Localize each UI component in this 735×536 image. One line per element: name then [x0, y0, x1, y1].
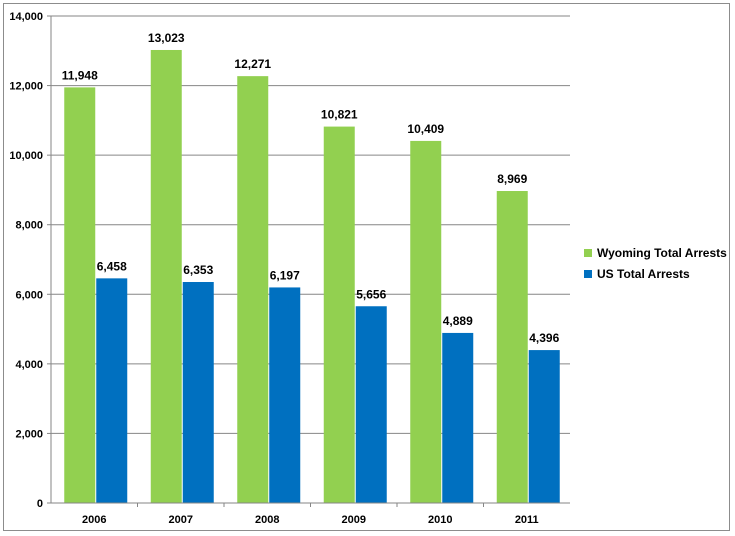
- y-tick-label: 8,000: [15, 220, 43, 232]
- data-label: 13,023: [148, 31, 185, 45]
- legend-label: US Total Arrests: [597, 267, 690, 281]
- bar-wyoming-2006: [64, 87, 96, 504]
- legend-swatch: [584, 270, 592, 278]
- data-label: 8,969: [497, 172, 527, 186]
- bar-us-2009: [355, 306, 387, 503]
- bar-wyoming-2010: [410, 140, 442, 503]
- x-tick-label: 2009: [342, 514, 366, 526]
- data-labels: 11,948 6,458 13,023 6,353 12,271 6,197 10,821 5…: [62, 31, 560, 345]
- y-tick-label: 0: [37, 498, 43, 510]
- axes: [50, 16, 570, 504]
- x-tick-label: 2010: [428, 514, 452, 526]
- y-tick-label: 10,000: [9, 150, 43, 162]
- bar-wyoming-2009: [323, 126, 355, 503]
- data-label: 6,353: [183, 263, 213, 277]
- bar-us-2006: [96, 278, 128, 503]
- data-label: 11,948: [62, 68, 98, 82]
- bar-us-2008: [269, 287, 301, 503]
- data-label: 6,458: [97, 259, 127, 273]
- data-label: 10,409: [407, 122, 444, 136]
- x-tick-label: 2008: [255, 514, 279, 526]
- bar-us-2007: [182, 282, 214, 503]
- x-tick-label: 2007: [169, 514, 193, 526]
- y-tick-label: 2,000: [15, 428, 43, 440]
- data-label: 4,889: [443, 314, 473, 328]
- data-label: 5,656: [356, 287, 386, 301]
- data-label: 10,821: [321, 108, 358, 122]
- x-tick-label: 2006: [82, 514, 106, 526]
- bar-us-2010: [442, 332, 474, 503]
- bar-wyoming-2008: [237, 76, 269, 503]
- y-tick-label: 4,000: [15, 359, 43, 371]
- x-tick-label: 2011: [515, 514, 539, 526]
- bar-wyoming-2011: [496, 191, 528, 503]
- data-label: 4,396: [529, 331, 559, 345]
- y-tick-label: 14,000: [9, 11, 43, 23]
- bars: [64, 49, 560, 504]
- bar-us-2011: [528, 350, 560, 503]
- bar-wyoming-2007: [150, 49, 182, 503]
- legend-label: Wyoming Total Arrests: [597, 246, 727, 260]
- gridlines: [47, 15, 570, 507]
- data-label: 12,271: [234, 57, 271, 71]
- y-tick-labels: 0 2,000 4,000 6,000 8,000 10,000 12,000 14,000: [9, 11, 43, 510]
- y-tick-label: 12,000: [9, 81, 43, 93]
- data-label: 6,197: [270, 268, 300, 282]
- legend: Wyoming Total Arrests US Total Arrests: [584, 246, 727, 281]
- legend-swatch: [584, 249, 592, 257]
- x-tick-labels: 2006 2007 2008 2009 2010 2011: [82, 514, 539, 526]
- y-tick-label: 6,000: [15, 289, 43, 301]
